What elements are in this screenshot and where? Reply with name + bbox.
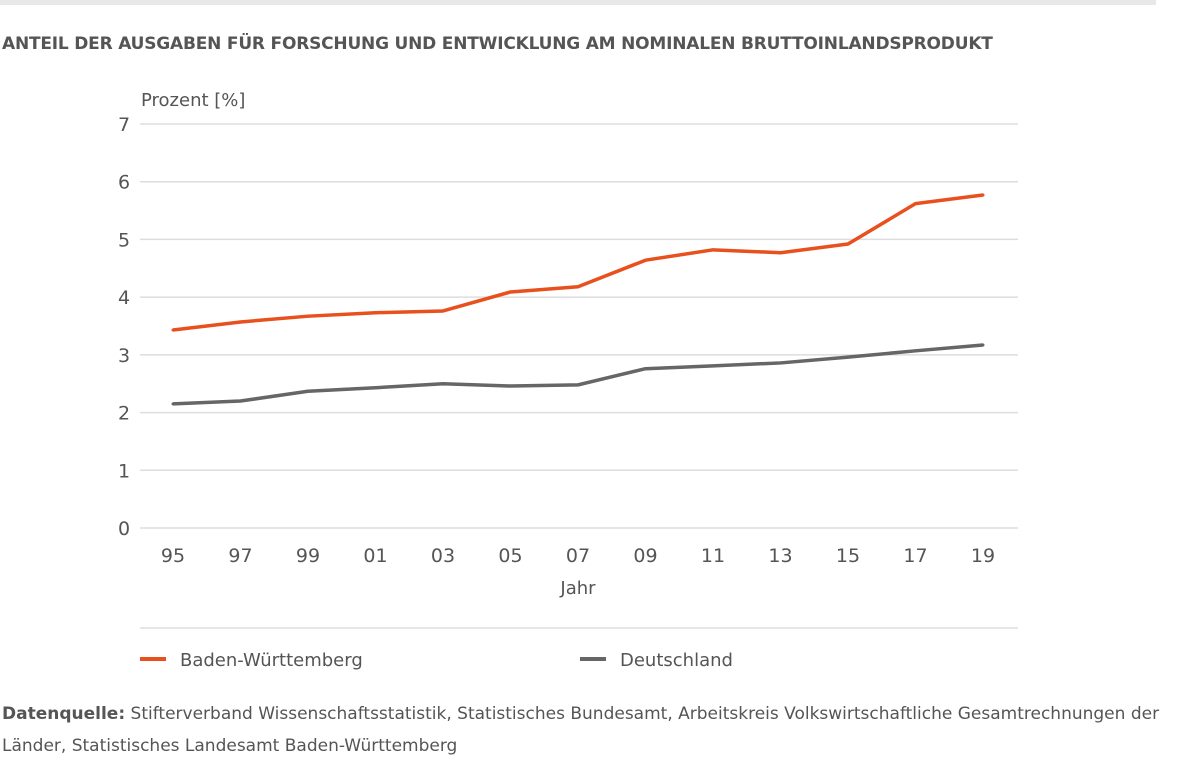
data-point: [576, 383, 580, 387]
data-point: [441, 382, 445, 386]
source-label: Datenquelle:: [2, 704, 126, 724]
y-axis-label: Prozent [%]: [141, 90, 245, 111]
legend-label: Deutschland: [620, 650, 733, 671]
y-tick-label: 6: [118, 172, 130, 194]
data-point: [239, 320, 242, 324]
series-line-deutschland: [172, 343, 984, 406]
y-tick-label: 4: [118, 287, 130, 309]
x-tick-label: 95: [161, 545, 185, 567]
data-point: [306, 314, 310, 318]
top-bar: [0, 0, 1156, 5]
data-point: [171, 328, 175, 332]
data-point: [914, 202, 917, 206]
x-tick-label: 17: [903, 545, 927, 567]
legend-label: Baden-Württemberg: [180, 650, 363, 671]
data-point: [576, 285, 580, 289]
data-point: [779, 251, 782, 255]
data-point: [711, 364, 715, 368]
x-tick-label: 13: [768, 545, 792, 567]
x-tick-label: 05: [498, 545, 522, 567]
x-tick-label: 11: [701, 545, 725, 567]
chart-title: ANTEIL DER AUSGABEN FÜR FORSCHUNG UND EN…: [2, 34, 993, 54]
data-point: [306, 389, 310, 393]
data-point: [981, 193, 985, 197]
x-tick-label: 01: [363, 545, 387, 567]
data-point: [914, 349, 917, 353]
x-tick-label: 97: [228, 545, 252, 567]
data-point: [711, 248, 715, 252]
data-point: [779, 361, 782, 365]
data-point: [239, 399, 242, 403]
data-point: [981, 343, 985, 347]
x-tick-label: 03: [431, 545, 455, 567]
series-line-baden-w-rttemberg: [172, 193, 984, 332]
y-tick-label: 2: [118, 403, 130, 425]
data-point: [644, 258, 647, 262]
y-tick-label: 5: [118, 229, 130, 251]
data-point: [374, 386, 377, 390]
source-note: Datenquelle: Stifterverband Wissenschaft…: [2, 698, 1192, 762]
x-tick-label: 19: [971, 545, 995, 567]
x-tick-label: 99: [296, 545, 320, 567]
data-point: [374, 311, 377, 315]
data-point: [846, 355, 850, 359]
y-tick-label: 0: [118, 518, 130, 540]
x-tick-label: 07: [566, 545, 590, 567]
y-tick-label: 7: [118, 114, 130, 136]
x-axis-label: Jahr: [559, 578, 596, 599]
data-point: [441, 309, 445, 313]
y-tick-label: 1: [118, 460, 130, 482]
data-point: [509, 384, 512, 388]
source-text: Stifterverband Wissenschaftsstatistik, S…: [2, 704, 1160, 756]
data-point: [846, 242, 850, 246]
y-tick-label: 3: [118, 345, 130, 367]
x-tick-label: 09: [633, 545, 657, 567]
data-point: [644, 367, 647, 371]
data-point: [509, 290, 512, 294]
x-tick-label: 15: [836, 545, 860, 567]
data-point: [171, 402, 175, 406]
